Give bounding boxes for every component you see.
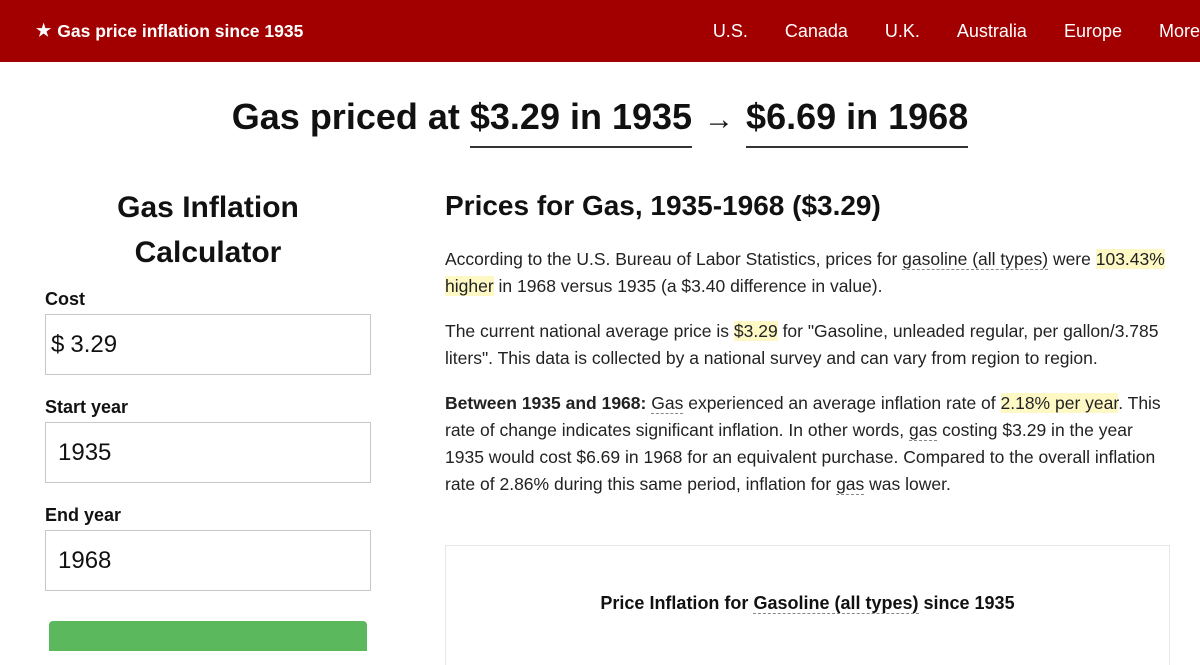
nav-canada[interactable]: Canada (784, 20, 848, 41)
cost-input[interactable] (70, 330, 331, 359)
currency-symbol: $ (51, 330, 65, 358)
start-year-field-box (45, 422, 371, 483)
chart-card: Price Inflation for Gasoline (all types)… (445, 545, 1170, 665)
top-nav: U.S. Canada U.K. Australia Europe More (713, 0, 1200, 62)
start-year-label: Start year (45, 397, 129, 417)
calculate-button[interactable] (49, 621, 367, 651)
headline-prefix: Gas priced at (231, 96, 460, 137)
p3-text-a: experienced an average inflation rate of (683, 393, 1001, 413)
end-year-label: End year (45, 505, 122, 525)
gasoline-link[interactable]: gasoline (all types) (902, 249, 1049, 270)
brand-title: Gas price inflation since 1935 (57, 20, 304, 41)
top-bar: ★ Gas price inflation since 1935 U.S. Ca… (0, 0, 1200, 62)
inflation-calculator: Gas Inflation Calculator Cost $ Start ye… (45, 185, 371, 651)
site-brand[interactable]: ★ Gas price inflation since 1935 (36, 21, 303, 42)
section-heading: Prices for Gas, 1935-1968 ($3.29) (445, 190, 881, 221)
p1-text-b: were (1048, 249, 1096, 269)
nav-australia[interactable]: Australia (956, 20, 1027, 41)
gas-link-2[interactable]: gas (909, 420, 938, 441)
p3-text-d: was lower. (864, 474, 951, 494)
nav-uk[interactable]: U.K. (884, 20, 920, 41)
nav-us[interactable]: U.S. (712, 20, 748, 41)
p1-text-a: According to the U.S. Bureau of Labor St… (445, 249, 903, 269)
gas-link-3[interactable]: gas (836, 474, 865, 495)
chart-title: Price Inflation for Gasoline (all types)… (446, 593, 1169, 614)
nav-more[interactable]: More (1158, 20, 1200, 41)
between-years-label: Between 1935 and 1968: (445, 393, 647, 413)
end-year-input[interactable] (58, 546, 318, 575)
headline-from: $3.29 in 1935 (469, 96, 693, 148)
page-headline: Gas priced at $3.29 in 1935 → $6.69 in 196… (0, 96, 1200, 148)
end-year-field-box (45, 530, 371, 591)
start-year-input[interactable] (58, 438, 318, 467)
calculator-title: Gas Inflation Calculator (117, 191, 299, 269)
p2-text-a: The current national average price is (445, 321, 734, 341)
cost-label: Cost (45, 289, 85, 309)
paragraph-current-price: The current national average price is $3… (445, 318, 1175, 372)
p3-text-b: . This rate of change indicates signific… (445, 393, 1161, 440)
paragraph-bls: According to the U.S. Bureau of Labor St… (445, 246, 1175, 300)
chart-title-a: Price Inflation for (600, 593, 754, 613)
rate-highlight: 2.18% per year (1000, 393, 1119, 413)
chart-gasoline-link[interactable]: Gasoline (all types) (753, 593, 919, 614)
star-icon: ★ (36, 21, 52, 40)
paragraph-between-years: Between 1935 and 1968: Gas experienced a… (445, 390, 1175, 498)
p2-text-b: for "Gasoline, unleaded regular, per gal… (445, 321, 1159, 368)
headline-to: $6.69 in 1968 (746, 96, 969, 148)
main-content: Prices for Gas, 1935-1968 ($3.29) Accord… (445, 190, 1175, 516)
chart-title-b: since 1935 (918, 593, 1015, 613)
gas-link-1[interactable]: Gas (651, 393, 684, 414)
p3-text-c: costing $3.29 in the year 1935 would cos… (445, 420, 1156, 494)
current-price-highlight: $3.29 (733, 321, 778, 341)
cost-field-box: $ (45, 314, 371, 375)
p1-text-c: in 1968 versus 1935 (a $3.40 difference … (493, 276, 883, 296)
arrow-right-icon: → (704, 103, 735, 136)
nav-europe[interactable]: Europe (1063, 20, 1122, 41)
